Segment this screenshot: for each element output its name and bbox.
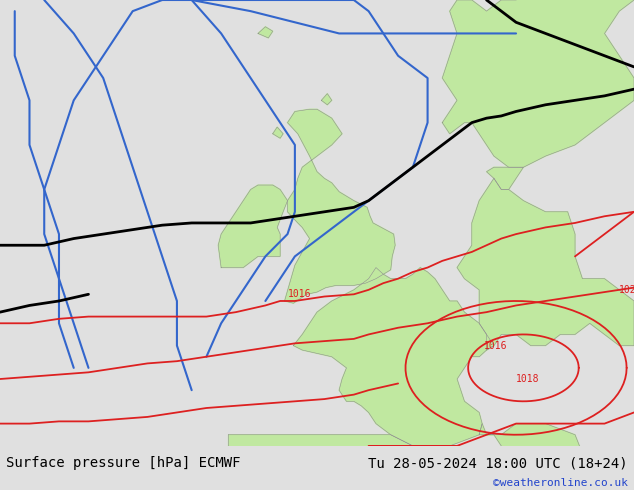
Text: 102: 102	[619, 285, 634, 295]
Text: ©weatheronline.co.uk: ©weatheronline.co.uk	[493, 478, 628, 488]
Polygon shape	[258, 27, 273, 38]
Polygon shape	[218, 185, 287, 268]
Polygon shape	[273, 127, 283, 138]
Text: Tu 28-05-2024 18:00 UTC (18+24): Tu 28-05-2024 18:00 UTC (18+24)	[368, 456, 628, 470]
Polygon shape	[285, 109, 395, 303]
Polygon shape	[486, 167, 524, 190]
Polygon shape	[443, 0, 634, 167]
Polygon shape	[457, 178, 634, 350]
Text: Surface pressure [hPa] ECMWF: Surface pressure [hPa] ECMWF	[6, 456, 241, 470]
Text: 1016: 1016	[287, 289, 311, 299]
Polygon shape	[228, 435, 413, 490]
Polygon shape	[294, 268, 494, 446]
Polygon shape	[321, 94, 332, 105]
Polygon shape	[479, 423, 604, 490]
Text: 1016: 1016	[484, 341, 507, 350]
Text: 1018: 1018	[516, 374, 540, 384]
